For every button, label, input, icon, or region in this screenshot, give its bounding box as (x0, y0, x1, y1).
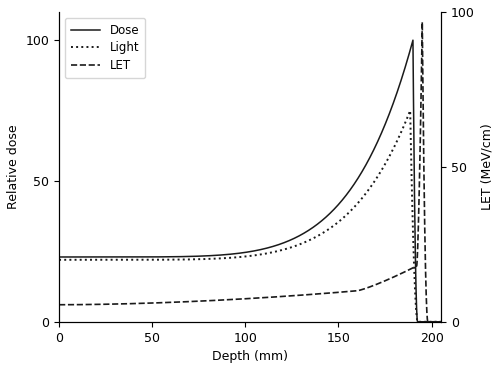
LET (370, 283, 376, 288)
Dose (56, 255, 62, 259)
Light (285, 246, 291, 250)
LET (425, 320, 431, 324)
Light (341, 215, 347, 219)
Light (202, 257, 208, 261)
Light (438, 320, 444, 324)
Light (407, 108, 413, 113)
LET (438, 320, 444, 324)
Y-axis label: Relative dose: Relative dose (7, 125, 20, 209)
Dose (341, 196, 347, 200)
Dose (370, 149, 376, 154)
Light (304, 239, 310, 243)
Light (414, 320, 420, 324)
Line: LET: LET (59, 22, 441, 322)
Light (56, 258, 62, 262)
LET (126, 302, 132, 306)
Light (126, 258, 132, 262)
LET (341, 290, 347, 294)
Line: Dose: Dose (59, 40, 441, 322)
Dose (410, 38, 416, 43)
LET (202, 299, 208, 303)
Dose (285, 239, 291, 243)
LET (304, 292, 310, 297)
Dose (202, 254, 208, 258)
LET (285, 294, 291, 298)
Dose (126, 255, 132, 259)
Y-axis label: LET (MeV/cm): LET (MeV/cm) (480, 124, 493, 210)
Light (370, 181, 376, 186)
X-axis label: Depth (mm): Depth (mm) (212, 350, 288, 363)
Dose (438, 320, 444, 324)
LET (56, 303, 62, 307)
LET (420, 20, 426, 24)
Dose (414, 320, 420, 324)
Dose (304, 229, 310, 233)
Line: Light: Light (59, 111, 441, 322)
Legend: Dose, Light, LET: Dose, Light, LET (65, 18, 146, 78)
